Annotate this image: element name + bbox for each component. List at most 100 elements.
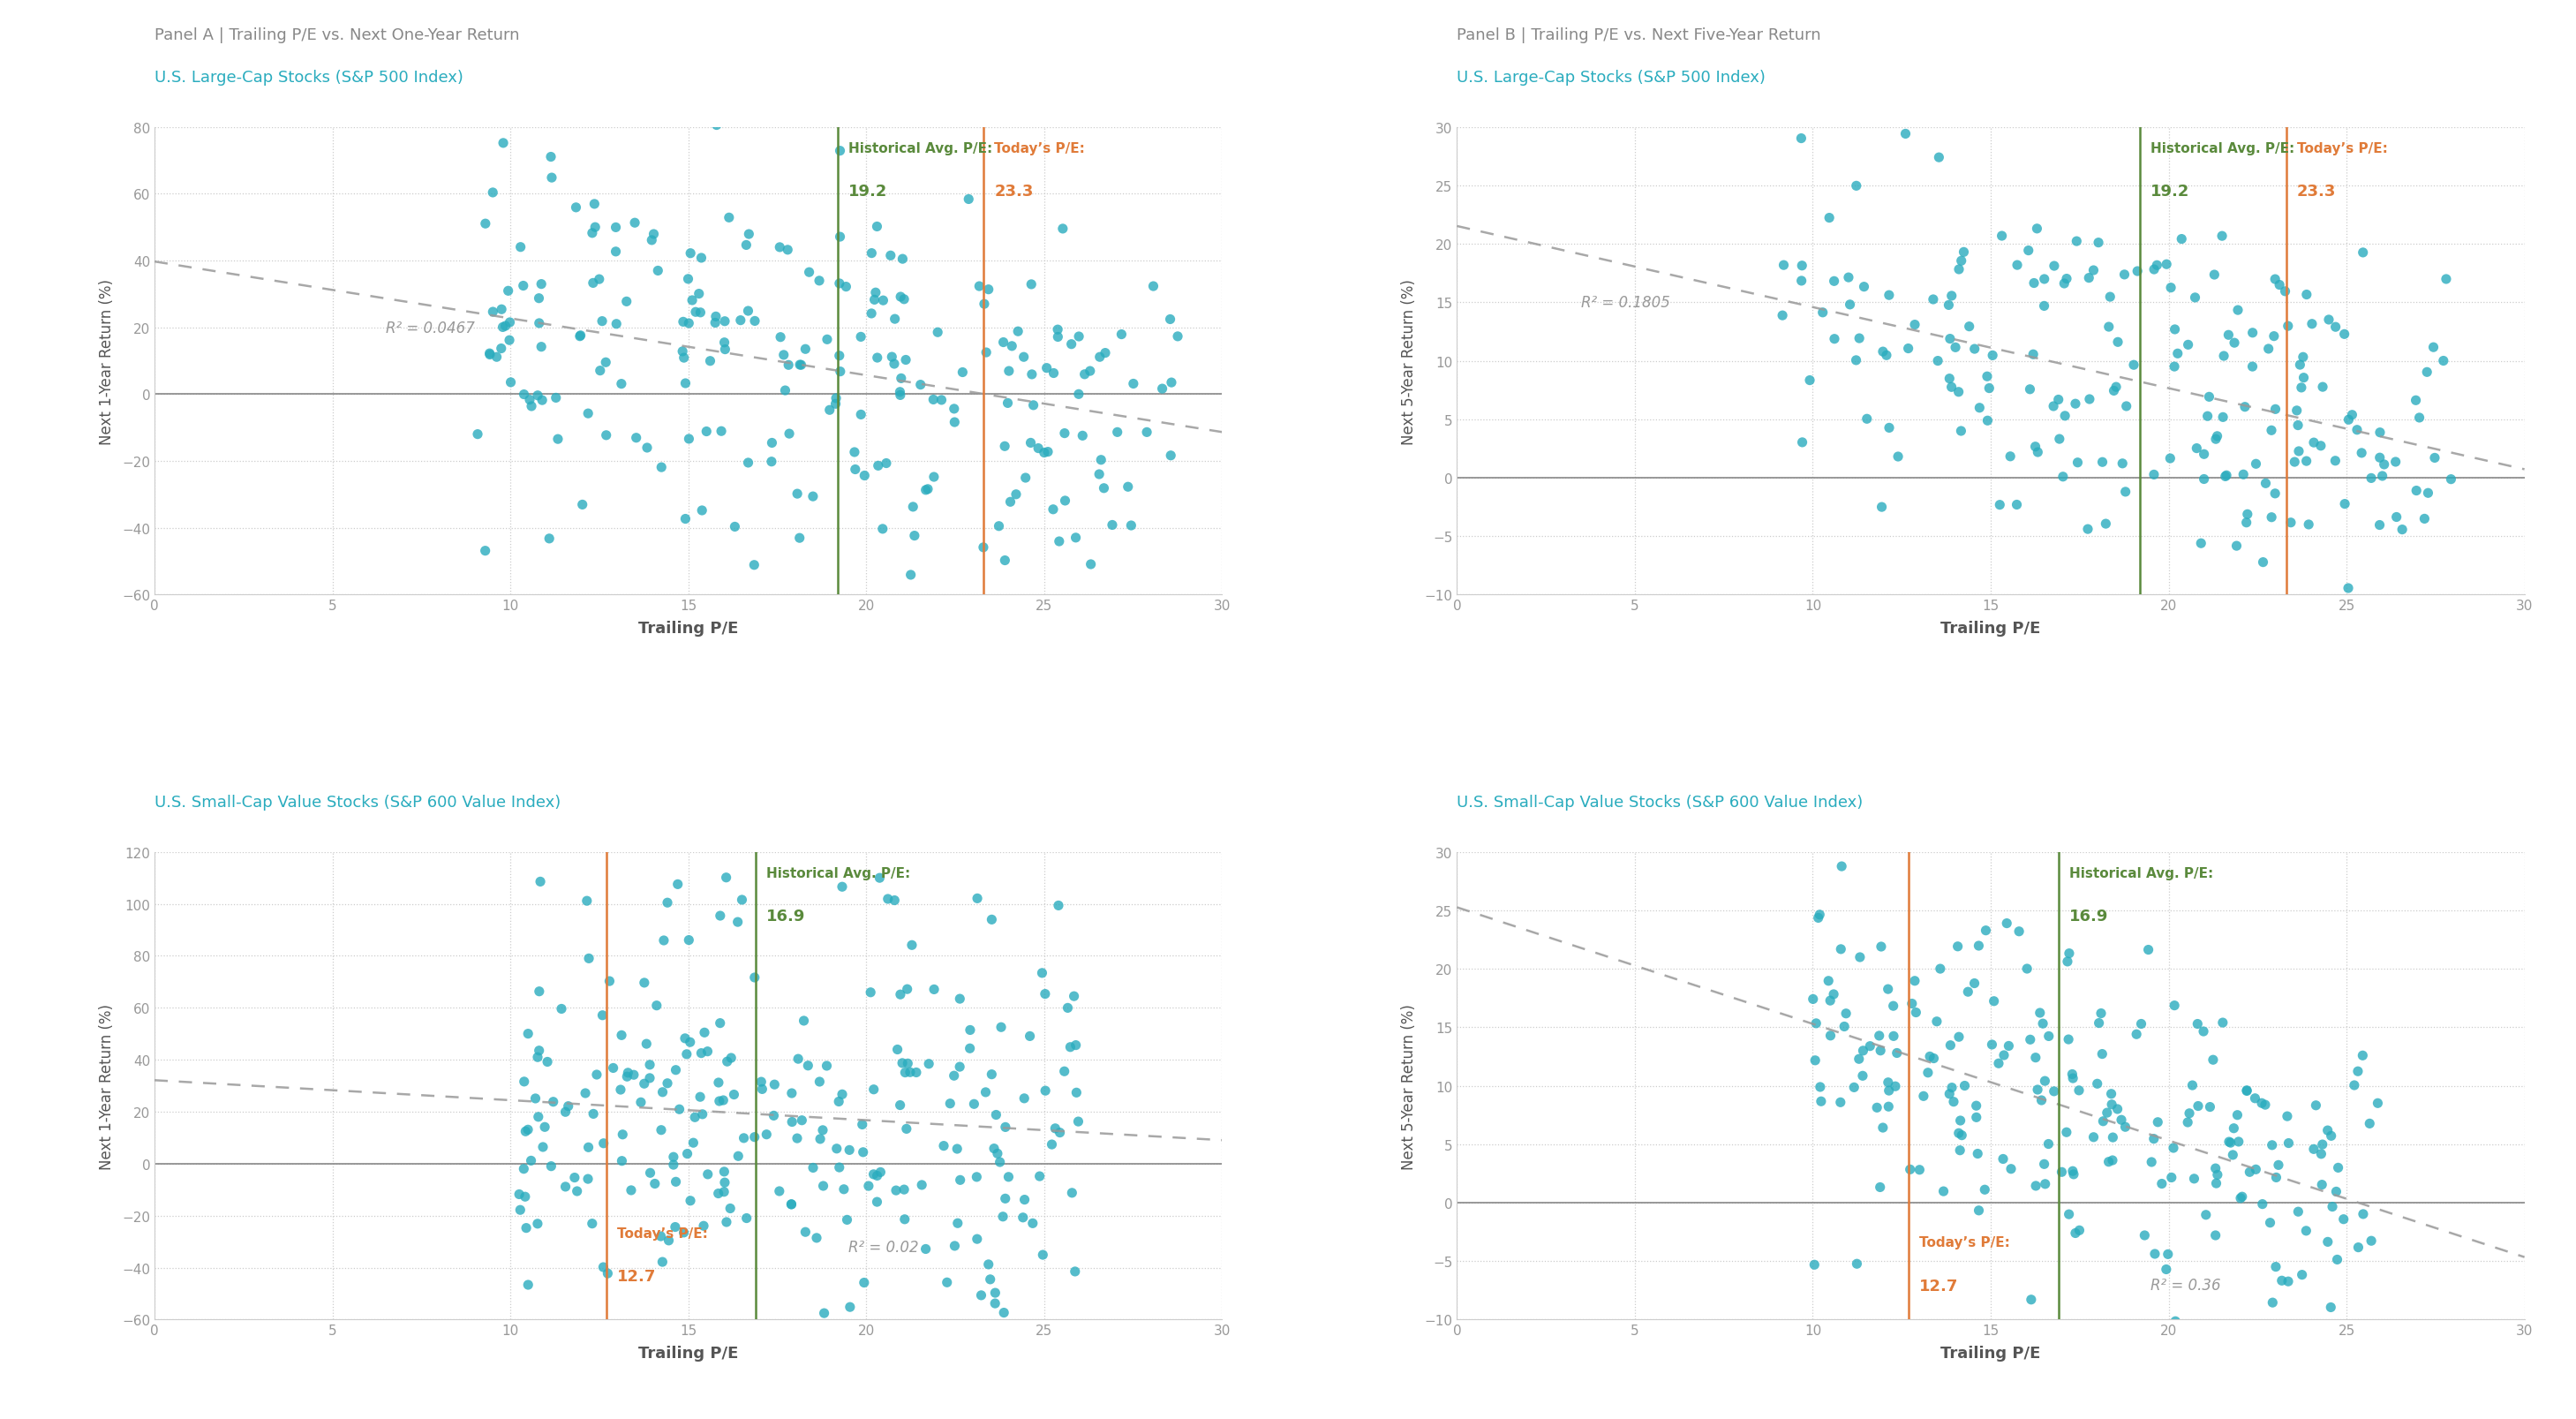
Point: [2318, 1337, 2360, 1359]
Point: [507, 1273, 549, 1296]
Point: [963, 294, 1005, 316]
Point: [507, 1118, 549, 1141]
Point: [623, 972, 665, 995]
Point: [734, 1125, 775, 1148]
X-axis label: Trailing P/E: Trailing P/E: [1940, 1345, 2040, 1361]
Point: [2169, 1103, 2210, 1125]
Point: [2025, 295, 2066, 318]
Point: [2264, 281, 2306, 304]
Point: [871, 346, 912, 369]
Point: [2396, 390, 2437, 413]
Point: [778, 526, 819, 549]
Point: [1860, 1040, 1901, 1063]
Point: [1875, 1076, 1917, 1098]
Point: [2282, 346, 2324, 369]
Point: [2025, 1152, 2066, 1175]
Point: [989, 360, 1030, 383]
Point: [1798, 907, 1839, 929]
Point: [2383, 519, 2424, 542]
Point: [2318, 1334, 2360, 1357]
Point: [2048, 1203, 2089, 1226]
Point: [2022, 1090, 2063, 1112]
Point: [2246, 473, 2287, 495]
Point: [2218, 1104, 2259, 1127]
Point: [2329, 409, 2370, 431]
Point: [2202, 226, 2244, 248]
Point: [572, 223, 613, 245]
Point: [1968, 410, 2009, 433]
Point: [582, 1256, 623, 1279]
Point: [2094, 376, 2136, 399]
Point: [2017, 1078, 2058, 1101]
Point: [1113, 373, 1154, 396]
Point: [1839, 328, 1880, 350]
Point: [984, 436, 1025, 458]
Point: [878, 382, 920, 404]
X-axis label: Trailing P/E: Trailing P/E: [639, 1345, 739, 1361]
Point: [1850, 1034, 1891, 1057]
Point: [2022, 1012, 2063, 1034]
Point: [2249, 1212, 2290, 1235]
Point: [2161, 228, 2202, 251]
Point: [896, 1061, 938, 1084]
Point: [2146, 1259, 2187, 1281]
Point: [510, 389, 551, 412]
Point: [683, 499, 724, 522]
Point: [484, 315, 526, 338]
Point: [822, 1083, 863, 1105]
Point: [2053, 1159, 2094, 1182]
Point: [2218, 1131, 2259, 1154]
Point: [2192, 1049, 2233, 1071]
Point: [994, 484, 1036, 507]
Point: [652, 1154, 693, 1176]
Point: [544, 1101, 585, 1124]
Point: [706, 1050, 747, 1073]
Point: [762, 345, 804, 368]
Point: [2285, 284, 2326, 307]
Point: [2259, 274, 2300, 297]
Point: [1932, 1077, 1973, 1100]
Point: [2076, 1073, 2117, 1095]
Point: [2056, 230, 2097, 253]
Point: [611, 68, 652, 91]
Point: [1896, 1002, 1937, 1025]
Point: [1059, 326, 1100, 349]
Point: [1935, 336, 1976, 359]
Point: [662, 341, 703, 363]
Point: [2236, 453, 2277, 475]
Point: [675, 301, 716, 324]
Point: [770, 1193, 811, 1216]
Point: [1986, 912, 2027, 935]
Point: [688, 1040, 729, 1063]
Point: [912, 389, 953, 412]
Point: [2342, 1203, 2383, 1226]
Point: [953, 1093, 994, 1115]
Point: [2154, 995, 2195, 1017]
Point: [976, 1142, 1018, 1165]
Point: [2293, 314, 2334, 336]
Point: [943, 362, 984, 385]
Point: [2427, 268, 2468, 291]
Point: [860, 1161, 902, 1183]
Point: [2223, 464, 2264, 487]
Point: [2032, 1080, 2074, 1103]
Point: [873, 890, 914, 912]
Point: [778, 1047, 819, 1070]
Point: [520, 871, 562, 894]
Point: [997, 321, 1038, 343]
Point: [824, 275, 866, 298]
Point: [2146, 254, 2187, 277]
Point: [574, 217, 616, 240]
Point: [2148, 1243, 2190, 1266]
Point: [641, 1081, 683, 1104]
Point: [881, 248, 922, 271]
Point: [1860, 1176, 1901, 1199]
Point: [853, 1078, 894, 1101]
Point: [541, 998, 582, 1020]
Point: [2089, 316, 2130, 339]
Point: [806, 1054, 848, 1077]
Point: [2081, 451, 2123, 474]
Point: [703, 332, 744, 355]
Point: [2050, 1063, 2092, 1086]
Point: [554, 1166, 595, 1189]
